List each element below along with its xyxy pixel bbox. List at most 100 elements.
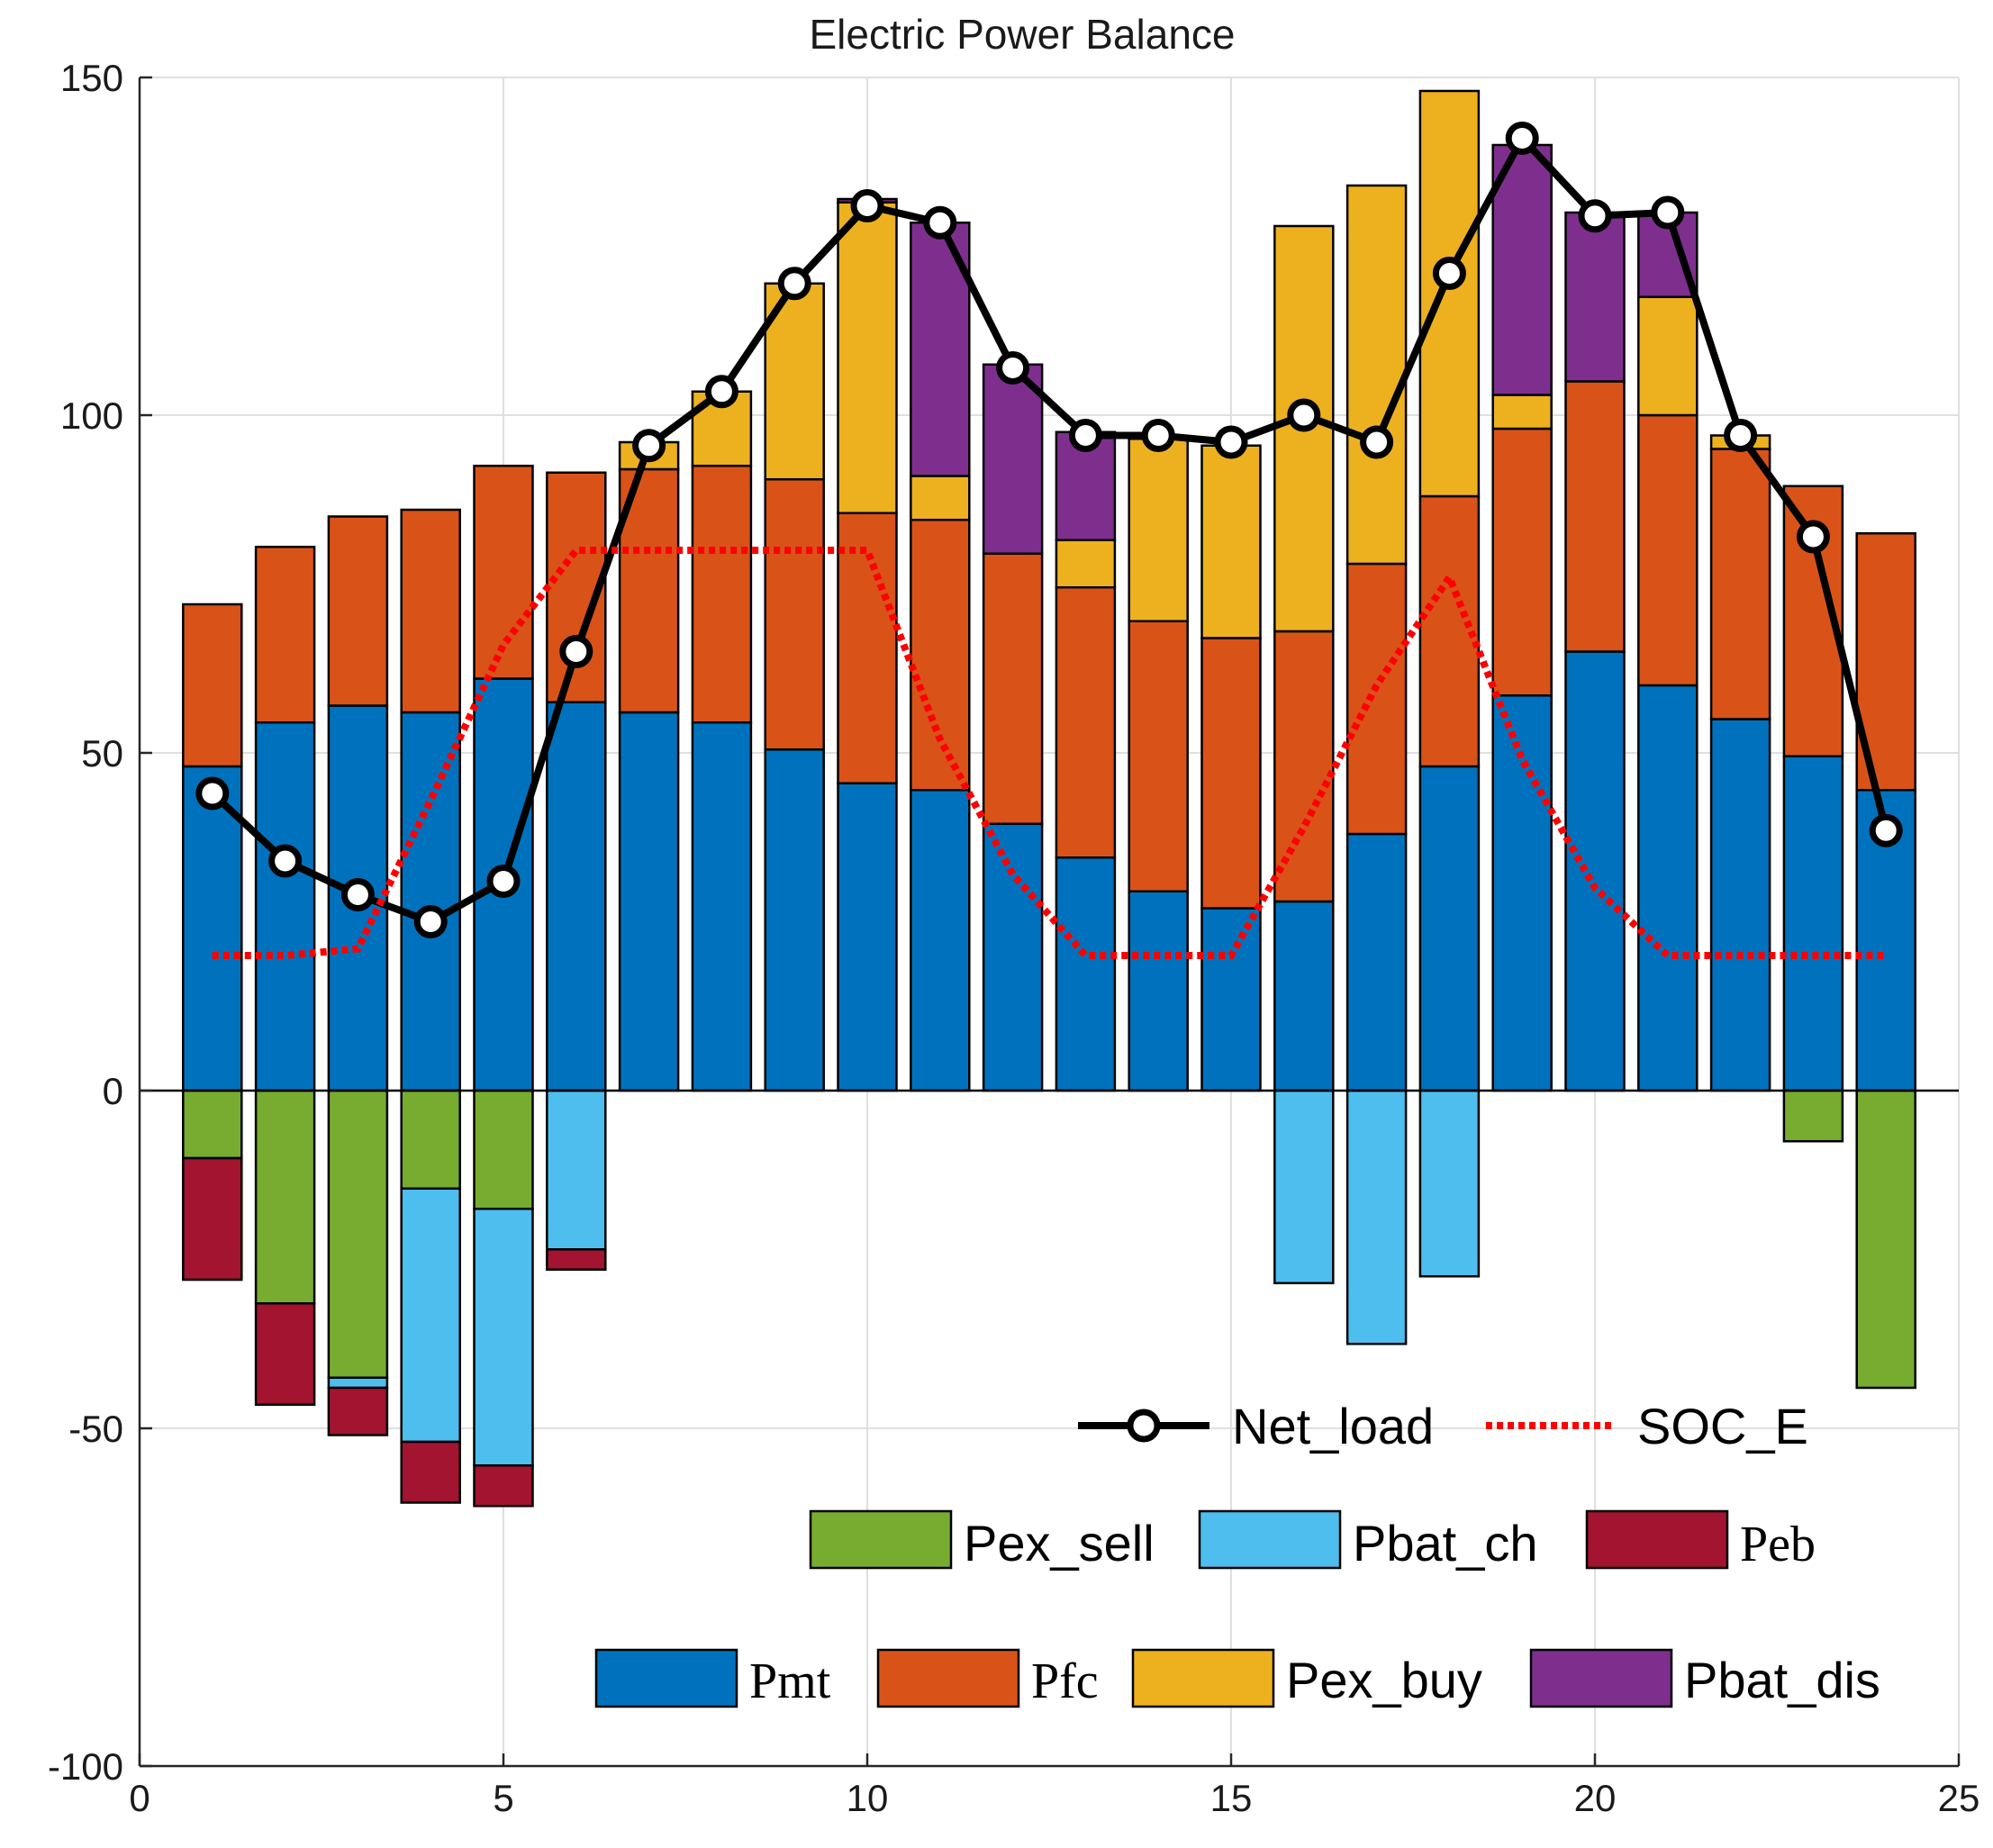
bar-pex-buy (1128, 438, 1189, 622)
legend-label-pbat-ch: Pbat_ch (1353, 1515, 1538, 1572)
line-series (195, 122, 1903, 959)
bar-pmt (910, 789, 971, 1092)
legend-swatch-pex-sell (809, 1509, 953, 1570)
net-load-marker (923, 205, 957, 240)
x-tick-label: 20 (1574, 1777, 1617, 1819)
legend: Net_load SOC_E Pex_sell Pbat_ch Peb Pmt Pfc Pex… (594, 1398, 1880, 1709)
bar-pbat-dis (982, 363, 1044, 555)
net-load-marker (195, 776, 230, 811)
bar-pex-sell (473, 1089, 534, 1210)
bar-pbat-ch (400, 1187, 461, 1444)
net-load-marker (704, 375, 738, 409)
bar-pmt (982, 822, 1044, 1092)
bar-pmt (837, 782, 898, 1092)
bar-pex-sell (254, 1089, 316, 1305)
legend-swatch-pbat-dis (1529, 1648, 1673, 1708)
bar-pmt (1709, 718, 1771, 1092)
bar-pfc (1418, 494, 1481, 768)
y-tick-label: 0 (103, 1070, 123, 1112)
bar-pmt (254, 721, 316, 1092)
bar-pfc (764, 478, 825, 751)
bar-pfc (1055, 586, 1117, 859)
net-load-marker (559, 635, 593, 668)
net-load-marker (1869, 813, 1903, 847)
bar-peb (473, 1464, 534, 1508)
x-tick-label: 10 (847, 1777, 889, 1819)
bar-pbat-ch (1418, 1089, 1481, 1278)
bar-pmt (1418, 765, 1481, 1092)
legend-swatch-pmt (594, 1648, 738, 1708)
net-load-marker (1141, 419, 1175, 452)
legend-label-pbat-dis: Pbat_dis (1684, 1652, 1880, 1708)
bar-pmt (1055, 856, 1117, 1092)
y-tick-label: -100 (48, 1745, 123, 1788)
bar-pfc (1345, 562, 1408, 836)
bar-pfc (691, 465, 753, 724)
legend-label-pex-buy: Pex_buy (1286, 1652, 1482, 1708)
bar-pbat-dis (1491, 143, 1553, 396)
net-load-marker (850, 189, 884, 222)
bar-pex-sell (1855, 1089, 1916, 1390)
legend-swatch-peb (1585, 1509, 1729, 1570)
net-load-marker (632, 429, 666, 463)
x-tick-label: 0 (129, 1777, 149, 1819)
legend-label-peb: Peb (1740, 1517, 1816, 1572)
bar-pmt (1637, 684, 1699, 1092)
bar-pex-buy (1055, 539, 1117, 589)
bar-pmt (182, 765, 243, 1092)
bar-peb (182, 1156, 243, 1282)
bar-pmt (691, 721, 753, 1092)
bar-pbat-ch (1273, 1089, 1335, 1284)
bar-pfc (1128, 620, 1189, 892)
bar-pmt (1128, 890, 1189, 1092)
bar-pbat-ch (1345, 1089, 1408, 1345)
net-load-marker (1068, 419, 1102, 452)
legend-label-pex-sell: Pex_sell (964, 1515, 1155, 1572)
bar-pfc (837, 512, 898, 784)
net-load-marker (996, 351, 1030, 385)
legend-label-pfc: Pfc (1031, 1653, 1099, 1709)
net-load-marker (1796, 520, 1830, 554)
bar-pmt (1782, 755, 1844, 1092)
net-load-marker (1287, 398, 1321, 432)
net-load-marker (268, 844, 303, 878)
legend-label-soc-e: SOC_E (1637, 1398, 1808, 1454)
bar-pex-buy (1345, 184, 1408, 566)
bar-pbat-ch (546, 1089, 607, 1251)
x-tick-label: 25 (1938, 1777, 1980, 1819)
bar-pex-sell (327, 1089, 389, 1379)
bar-pfc (910, 519, 971, 792)
bar-pex-buy (837, 201, 898, 514)
bar-pfc (1491, 427, 1553, 697)
line-soc-e (212, 547, 1887, 959)
bar-pex-sell (400, 1089, 461, 1190)
y-tick-label: 50 (81, 732, 123, 775)
bar-pfc (400, 508, 461, 714)
bar-pfc (1564, 380, 1626, 653)
bar-pfc (473, 465, 534, 680)
bar-pfc (327, 515, 389, 707)
bar-pfc (182, 602, 243, 768)
y-tick-label: 100 (60, 394, 123, 437)
net-load-marker (1724, 419, 1758, 452)
legend-swatch-pfc (876, 1648, 1020, 1708)
bar-pex-buy (1491, 394, 1553, 430)
x-tick-label: 15 (1210, 1777, 1253, 1819)
bar-pbat-ch (473, 1208, 534, 1467)
y-tick-label: 150 (60, 57, 123, 99)
net-load-marker (1578, 199, 1612, 233)
net-load-marker (1360, 425, 1394, 459)
bar-pex-sell (182, 1089, 243, 1160)
net-load-marker (1651, 195, 1685, 230)
bar-pex-sell (1782, 1089, 1844, 1143)
x-tick-label: 5 (493, 1777, 513, 1819)
bar-pfc (982, 552, 1044, 825)
bar-peb (546, 1248, 607, 1271)
bar-pex-buy (1418, 89, 1481, 498)
y-tick-label: -50 (68, 1408, 123, 1450)
net-load-marker (1505, 122, 1539, 155)
bar-pmt (546, 701, 607, 1092)
chart-title: Electric Power Balance (810, 11, 1236, 58)
bar-pex-buy (1637, 295, 1699, 417)
